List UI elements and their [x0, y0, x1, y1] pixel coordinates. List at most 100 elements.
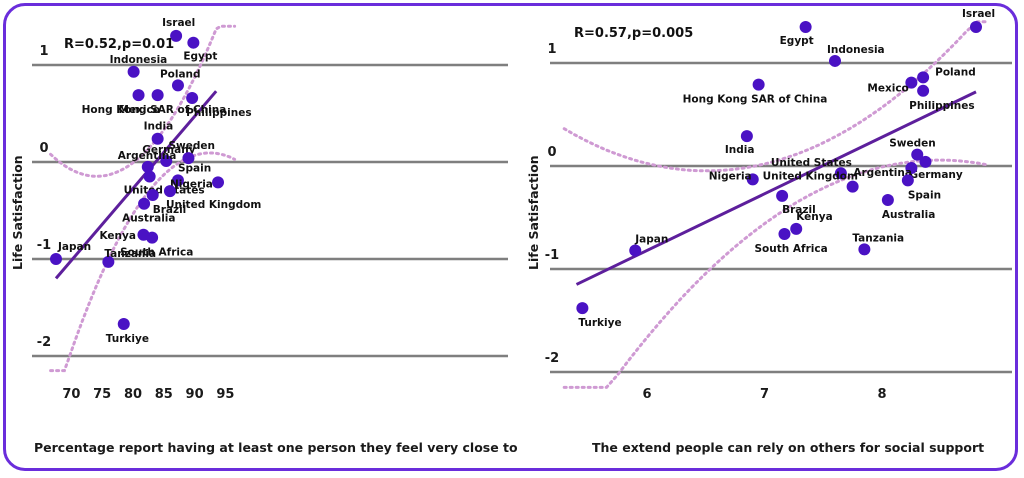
- right-point-australia: [881, 193, 894, 206]
- right-point-poland: [917, 71, 930, 84]
- right-point-label-india: India: [725, 144, 755, 156]
- right-confidence-upper: [562, 20, 990, 173]
- right-y-tick-label: 1: [547, 42, 556, 57]
- right-point-egypt: [799, 20, 812, 33]
- left-point-label-nigeria: Nigeria: [170, 178, 213, 190]
- right-point-label-turkiye: Turkiye: [578, 317, 621, 329]
- right-point-label-israel: Israel: [962, 8, 995, 20]
- right-point-germany: [919, 155, 932, 168]
- left-point-label-japan: Japan: [57, 241, 91, 253]
- right-correlation-annotation: R=0.57,p=0.005: [574, 26, 694, 41]
- right-point-label-philippines: Philippines: [909, 100, 974, 112]
- left-point-turkiye: [117, 317, 130, 330]
- left-regression-line: [54, 90, 218, 280]
- left-point-mexico: [132, 89, 145, 102]
- right-point-label-united-kingdom: United Kingdom: [763, 171, 858, 183]
- left-chart-panel: 1 0 -1 -2 70 75 80 85 90 95 Israel Egypt Indonesia Me…: [10, 17, 518, 455]
- left-point-brazil: [146, 188, 159, 201]
- left-point-philippines: [186, 91, 199, 104]
- right-point-label-kenya: Kenya: [796, 211, 832, 223]
- right-point-argentina: [905, 162, 918, 175]
- left-point-label-hong-kong-sar-of-china: Hong Kong SAR of China: [82, 104, 227, 116]
- left-point-label-brazil: Brazil: [153, 204, 187, 216]
- left-point-label-argentina: Argentina: [118, 150, 177, 162]
- right-point-label-australia: Australia: [882, 209, 935, 221]
- right-point-label-south-africa: South Africa: [754, 243, 827, 255]
- left-point-israel: [170, 29, 183, 42]
- left-point-label-mexico: Mexico: [119, 104, 160, 116]
- right-point-label-mexico: Mexico: [867, 83, 908, 95]
- right-y-tick-label: 0: [547, 145, 556, 160]
- left-x-tick-label: 85: [155, 387, 173, 402]
- right-point-indonesia: [829, 54, 841, 67]
- left-point-label-sweden: Sweden: [168, 140, 215, 152]
- left-x-tick-label: 80: [124, 387, 142, 402]
- right-point-label-sweden: Sweden: [889, 138, 936, 150]
- left-point-hong-kong-sar-of-china: [151, 89, 164, 102]
- left-point-label-indonesia: Indonesia: [110, 54, 168, 66]
- right-x-tick-label: 7: [760, 387, 769, 402]
- left-point-japan: [50, 253, 62, 265]
- right-point-united-kingdom: [846, 180, 859, 193]
- right-point-label-tanzania: Tanzania: [852, 232, 904, 244]
- right-point-united-states: [834, 167, 847, 180]
- left-point-australia: [138, 197, 151, 210]
- left-point-nigeria: [212, 176, 225, 189]
- right-y-tick-label: -1: [545, 248, 559, 263]
- left-scatter-plot: 1 0 -1 -2 70 75 80 85 90 95 Israel Egypt Indonesia Me…: [32, 17, 508, 402]
- right-point-label-brazil: Brazil: [782, 204, 816, 216]
- left-x-tick-label: 75: [93, 387, 111, 402]
- left-point-label-kenya: Kenya: [99, 230, 135, 242]
- left-point-label-turkiye: Turkiye: [106, 333, 149, 345]
- left-y-tick-label: 0: [39, 141, 48, 156]
- right-point-label-nigeria: Nigeria: [709, 170, 752, 182]
- right-point-label-united-states: United States: [771, 157, 852, 169]
- right-point-label-poland: Poland: [935, 66, 976, 78]
- left-point-label-tanzania: Tanzania: [104, 248, 156, 260]
- right-scatter-plot: 1 0 -1 -2 6 7 8 Israel Egypt Indonesia Poland Mexic…: [545, 8, 1012, 402]
- left-x-tick-label: 70: [62, 387, 80, 402]
- right-point-nigeria: [746, 173, 759, 186]
- left-point-united-states: [143, 170, 156, 183]
- right-point-kenya: [790, 222, 803, 235]
- right-point-japan: [629, 244, 642, 257]
- right-point-spain: [901, 174, 914, 187]
- right-regression-line: [575, 90, 977, 286]
- left-point-india: [151, 132, 164, 145]
- left-point-south-africa: [146, 231, 159, 244]
- right-y-tick-label: -2: [545, 351, 559, 366]
- left-point-label-germany: Germany: [142, 144, 195, 156]
- right-x-axis-title: The extend people can rely on others for…: [592, 440, 985, 455]
- right-point-india: [740, 130, 753, 143]
- left-confidence-lower: [49, 151, 237, 373]
- left-point-tanzania: [102, 255, 115, 268]
- right-x-tick-label: 6: [642, 387, 651, 402]
- left-point-indonesia: [127, 65, 140, 78]
- right-y-axis-title: Life Satisfaction: [526, 155, 541, 270]
- right-point-label-egypt: Egypt: [780, 35, 814, 47]
- right-point-sweden: [911, 148, 924, 161]
- right-x-tick-label: 8: [877, 387, 886, 402]
- right-point-label-hong-kong-sar-of-china: Hong Kong SAR of China: [683, 94, 828, 106]
- right-point-tanzania: [858, 243, 871, 256]
- left-point-poland: [171, 79, 184, 92]
- left-point-argentina: [141, 160, 154, 173]
- right-point-hong-kong-sar-of-china: [752, 78, 765, 91]
- left-point-label-israel: Israel: [162, 17, 195, 29]
- left-point-label-australia: Australia: [122, 213, 175, 225]
- left-point-label-india: India: [144, 121, 174, 133]
- right-chart-panel: 1 0 -1 -2 6 7 8 Israel Egypt Indonesia Poland Mexic…: [512, 0, 1024, 478]
- left-x-tick-label: 90: [186, 387, 204, 402]
- left-point-spain: [171, 174, 184, 187]
- left-confidence-upper: [49, 24, 237, 178]
- left-point-united-kingdom: [163, 185, 176, 198]
- right-point-south-africa: [778, 227, 791, 240]
- left-x-tick-label: 95: [216, 387, 234, 402]
- left-x-axis-title: Percentage report having at least one pe…: [34, 440, 518, 455]
- left-point-label-spain: Spain: [178, 162, 211, 174]
- right-point-turkiye: [576, 302, 589, 315]
- right-point-label-indonesia: Indonesia: [827, 44, 885, 56]
- left-y-tick-label: 1: [39, 44, 48, 59]
- left-point-germany: [160, 155, 173, 168]
- left-point-sweden: [182, 152, 195, 165]
